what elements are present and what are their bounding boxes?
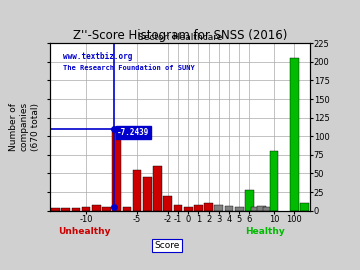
Bar (300, 203, 309, 211)
Text: -7.2439: -7.2439 (117, 128, 150, 137)
Bar (123, 207, 131, 211)
Bar (215, 205, 223, 211)
Bar (194, 205, 203, 211)
Bar (174, 205, 182, 211)
Bar (163, 196, 172, 211)
Bar (264, 207, 272, 211)
Bar (51, 208, 60, 211)
Bar (245, 190, 254, 211)
Bar (251, 207, 260, 211)
Bar (225, 206, 233, 211)
Text: The Research Foundation of SUNY: The Research Foundation of SUNY (63, 65, 195, 71)
Bar (133, 170, 141, 211)
Bar (257, 206, 266, 211)
Text: www.textbiz.org: www.textbiz.org (63, 52, 133, 60)
Text: Healthy: Healthy (245, 227, 284, 236)
Bar (61, 208, 70, 211)
Y-axis label: Number of
companies
(670 total): Number of companies (670 total) (9, 102, 40, 151)
Bar (270, 151, 278, 211)
Text: Score: Score (154, 241, 180, 250)
Bar (102, 207, 111, 211)
Title: Z''-Score Histogram for SNSS (2016): Z''-Score Histogram for SNSS (2016) (73, 29, 287, 42)
Bar (184, 207, 193, 211)
Bar (290, 58, 299, 211)
Text: Unhealthy: Unhealthy (58, 227, 111, 236)
Bar (143, 177, 152, 211)
Text: Sector: Healthcare: Sector: Healthcare (138, 32, 222, 42)
Bar (82, 207, 90, 211)
Bar (153, 166, 162, 211)
Bar (204, 203, 213, 211)
Bar (235, 207, 243, 211)
Bar (72, 208, 80, 211)
Bar (112, 133, 121, 211)
Bar (92, 205, 101, 211)
